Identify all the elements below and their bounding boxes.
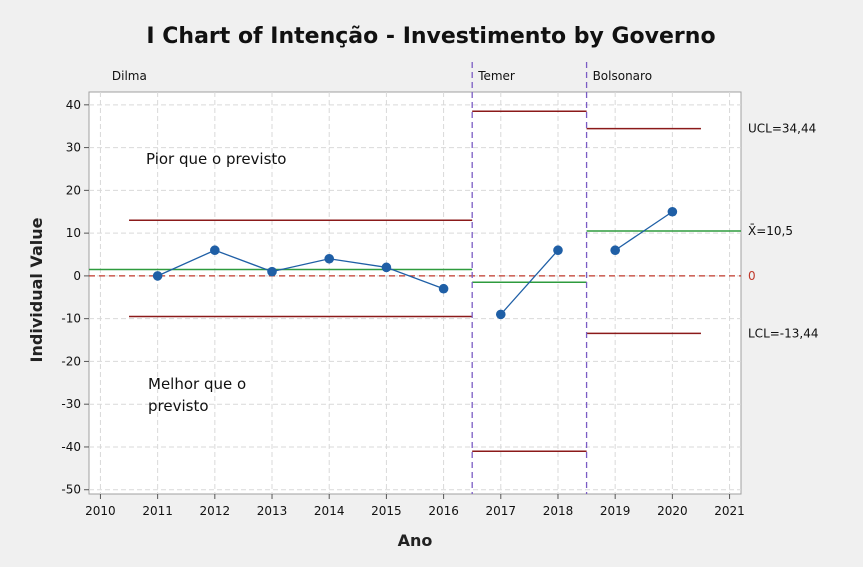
- y-tick-label: 40: [66, 98, 81, 112]
- x-tick-label: 2012: [200, 504, 231, 518]
- y-tick-label: 10: [66, 226, 81, 240]
- x-tick-label: 2015: [371, 504, 402, 518]
- annotation-text: Pior que o previsto: [146, 150, 286, 168]
- x-tick-label: 2021: [714, 504, 745, 518]
- stage-label: Bolsonaro: [593, 69, 652, 83]
- x-tick-label: 2010: [85, 504, 116, 518]
- data-point: [210, 245, 220, 256]
- x-tick-label: 2019: [600, 504, 631, 518]
- data-point: [324, 253, 335, 264]
- x-tick-label: 2017: [486, 504, 517, 518]
- x-tick-label: 2018: [543, 504, 574, 518]
- series-line: [614, 211, 673, 251]
- ucl-label: UCL=34,44: [748, 122, 816, 136]
- center-label: X̄=10,5: [748, 224, 793, 238]
- stage-label: Dilma: [112, 69, 147, 83]
- data-series: [152, 206, 678, 320]
- y-tick-label: 30: [66, 141, 81, 155]
- chart-title: I Chart of Intenção - Investimento by Go…: [146, 24, 715, 49]
- x-tick-label: 2011: [142, 504, 173, 518]
- y-tick-label: -50: [61, 483, 81, 497]
- y-tick-label: 0: [73, 269, 81, 283]
- x-axis-label: Ano: [398, 531, 433, 550]
- data-point: [438, 283, 449, 294]
- y-tick-label: -10: [61, 312, 81, 326]
- stage-label: Temer: [477, 69, 515, 83]
- data-point: [267, 266, 277, 277]
- x-tick-label: 2014: [314, 504, 345, 518]
- series-line: [500, 249, 559, 315]
- annotation-text: Melhor que o: [148, 375, 246, 393]
- y-tick-label: -40: [61, 440, 81, 454]
- x-tick-label: 2013: [257, 504, 288, 518]
- y-tick-label: 20: [66, 183, 81, 197]
- chart-labels: Dilma Temer Bolsonaro UCL=34,44 X̄=10,5 LCL=-…: [112, 69, 819, 415]
- lcl-label: LCL=-13,44: [748, 326, 819, 340]
- annotation-text: previsto: [148, 397, 209, 415]
- series-line: [157, 249, 444, 290]
- axes: 2010 2011 2012 2013 2014 2015 2016 2017 2018 2019…: [61, 98, 744, 518]
- data-point: [667, 206, 678, 217]
- plot-area: [88, 91, 742, 495]
- y-tick-label: -30: [61, 397, 81, 411]
- zero-label: 0: [748, 269, 756, 283]
- x-tick-label: 2020: [657, 504, 688, 518]
- data-point: [495, 309, 506, 320]
- grid-lines: [89, 92, 741, 494]
- data-point: [610, 245, 620, 256]
- y-axis-label: Individual Value: [27, 217, 46, 362]
- y-tick-label: -20: [61, 354, 81, 368]
- data-point: [152, 271, 163, 281]
- x-tick-label: 2016: [428, 504, 459, 518]
- data-point: [381, 262, 392, 273]
- data-point: [553, 245, 563, 256]
